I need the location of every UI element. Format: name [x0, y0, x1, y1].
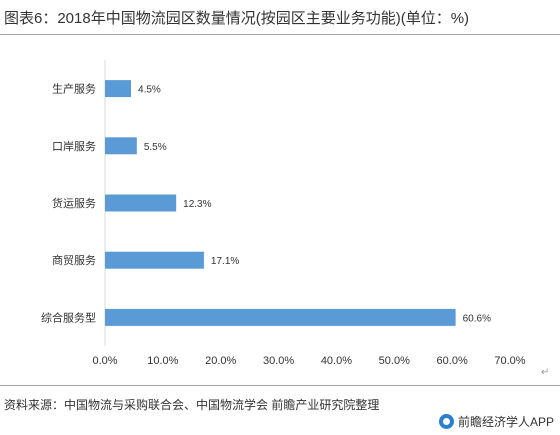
- category-label-1: 生产服务: [52, 82, 96, 96]
- data-label-3: 12.3%: [183, 199, 211, 210]
- bar-chart: 4.5% 生产服务 5.5% 口岸服务 12.3% 货运服务 17.1% 商贸服务 60.6% 综…: [41, 60, 526, 367]
- chart-title: 图表6：2018年中国物流园区数量情况(按园区主要业务功能)(单位：%): [4, 10, 470, 27]
- brand-footer: 前瞻经济学人APP: [438, 413, 554, 430]
- source-divider: [0, 385, 560, 386]
- paragraph-mark: ↵: [541, 367, 550, 378]
- brand-logo-icon: [438, 414, 454, 429]
- source-note: 资料来源：中国物流与采购联合会、中国物流学会 前瞻产业研究院整理: [4, 398, 380, 412]
- bar-2: [105, 137, 137, 155]
- data-label-2: 5.5%: [144, 142, 167, 153]
- bar-1: [105, 80, 132, 98]
- x-tick-label-7: 60.0%: [437, 355, 468, 367]
- data-label-5: 60.6%: [463, 313, 491, 324]
- data-label-4: 17.1%: [211, 256, 239, 267]
- bar-4: [105, 251, 204, 269]
- x-tick-label-5: 40.0%: [321, 355, 352, 367]
- category-label-5: 综合服务型: [41, 310, 96, 324]
- x-tick-label-4: 30.0%: [263, 355, 294, 367]
- title-divider: [0, 34, 560, 35]
- bar-3: [105, 194, 177, 212]
- category-label-3: 货运服务: [52, 196, 96, 210]
- data-label-1: 4.5%: [138, 85, 161, 96]
- x-tick-label-3: 20.0%: [205, 355, 236, 367]
- x-tick-label-1: 0.0%: [92, 355, 117, 367]
- x-tick-label-6: 50.0%: [379, 355, 410, 367]
- x-tick-label-2: 10.0%: [147, 355, 178, 367]
- x-tick-label-8: 70.0%: [494, 355, 525, 367]
- category-label-4: 商贸服务: [52, 253, 96, 267]
- brand-name: 前瞻经济学人APP: [457, 415, 554, 429]
- category-label-2: 口岸服务: [52, 140, 96, 153]
- bar-5: [105, 308, 456, 326]
